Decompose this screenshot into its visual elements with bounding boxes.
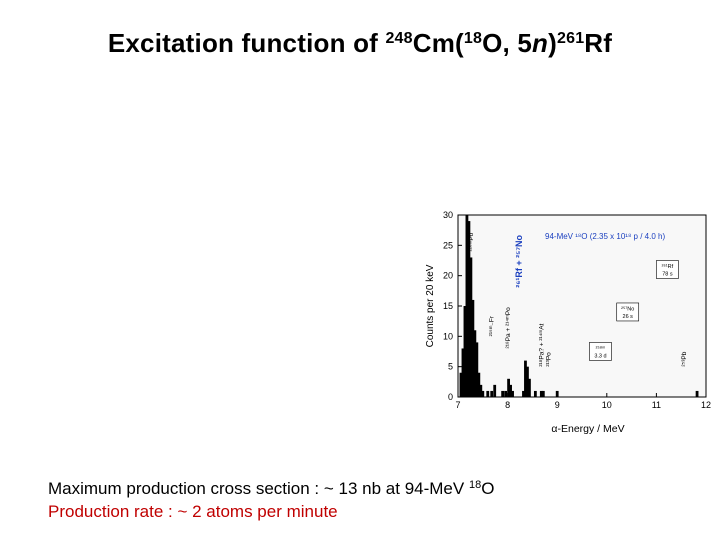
peak-annotation: ²¹⁸Pa? + ²¹⁴ᵐAt [538, 323, 545, 366]
spectrum-bar [511, 390, 514, 397]
x-tick-label: 10 [602, 400, 612, 410]
spectrum-bar [490, 390, 494, 397]
peak-annotation: ²⁵³Pb [681, 351, 688, 366]
spectrum-bar [522, 390, 525, 397]
title-projectile-mass: 18 [463, 30, 483, 47]
page-title: Excitation function of 248Cm(18O, 5n)261… [0, 28, 720, 59]
peak-annotation: ²¹³Po [545, 352, 552, 367]
spectrum-bar [459, 372, 463, 397]
title-prefix: Excitation function of [107, 28, 386, 58]
nuclide-box [656, 260, 679, 279]
caption-production-rate: Production rate : ~ 2 atoms per minute [48, 502, 338, 521]
spectrum-bar [481, 390, 485, 397]
y-tick-label: 25 [443, 240, 453, 250]
spectrum-bar [504, 390, 508, 397]
y-tick-label: 5 [448, 362, 453, 372]
peak-annotation: ²⁶¹Rf + ²⁵⁷No [514, 234, 524, 287]
title-projectile: O, 5 [482, 28, 533, 58]
spectrum-bar [473, 330, 477, 397]
nuclide-box-name: ²⁶¹Rf [662, 263, 674, 270]
spectrum-bar [479, 384, 483, 397]
cross-section-tail: O [481, 479, 495, 498]
plot-area [457, 214, 707, 398]
spectrum-bar [493, 384, 497, 397]
nuclide-box-name: ²⁵⁷No [621, 305, 634, 312]
spectrum-bar [471, 299, 475, 397]
peak-annotation: ²¹⁶ᵐPo [468, 232, 475, 251]
spectrum-bar [467, 221, 471, 397]
spectrum-bar [465, 215, 469, 397]
nuclide-box-name: ²⁵⁸ᵐ [596, 345, 606, 352]
nuclide-box-halflife: 26 s [623, 314, 634, 320]
spectrum-bar [533, 390, 537, 397]
x-tick-label: 8 [505, 400, 510, 410]
title-close: ) [548, 28, 557, 58]
nuclide-box-halflife: 78 s [662, 272, 673, 278]
y-tick-label: 0 [448, 392, 453, 402]
x-tick-label: 7 [455, 400, 460, 410]
nuclide-box [589, 342, 612, 361]
spectrum-bar [524, 360, 527, 397]
spectrum-bar [475, 342, 479, 397]
spectrum-bar [541, 390, 545, 397]
spectrum-bar [539, 390, 543, 397]
nuclide-box [616, 302, 640, 322]
y-axis-label: Counts per 20 keV [425, 264, 436, 347]
peak-annotation: ²¹⁸Pa + ²¹⁴ᵐPo [505, 307, 512, 349]
x-axis-label: α-Energy / MeV [551, 423, 624, 435]
y-tick-label: 15 [443, 301, 453, 311]
caption: Maximum production cross section : ~ 13 … [48, 474, 494, 523]
title-product: Rf [584, 28, 613, 58]
y-tick-label: 20 [443, 271, 453, 281]
spectrum-bar [486, 390, 490, 397]
y-tick-label: 30 [443, 210, 453, 220]
spectrum-bar [469, 257, 473, 397]
title-target-mass: 248 [385, 30, 413, 47]
spectrum-bar [509, 384, 512, 397]
spectrum-bar [463, 306, 467, 397]
spectrum-bar [461, 348, 465, 397]
cross-section-text: Maximum production cross section : ~ 13 … [48, 479, 469, 498]
x-tick-label: 11 [652, 400, 661, 410]
legend-text: 94-MeV ¹⁸O (2.35 x 10¹⁸ p / 4.0 h) [545, 232, 665, 241]
x-tick-label: 9 [555, 400, 560, 410]
nuclide-box-halflife: 3.3 d [594, 353, 606, 359]
peak-annotation: ²¹⁵ᵐ₋Fr [489, 315, 496, 336]
spectrum-bar [528, 378, 531, 397]
title-product-mass: 261 [557, 30, 585, 47]
caption-cross-section: Maximum production cross section : ~ 13 … [48, 474, 494, 500]
cross-section-sup: 18 [468, 479, 482, 491]
title-target: Cm( [412, 28, 464, 58]
spectrum-bar [695, 390, 699, 397]
spectrum-bar [477, 372, 481, 397]
spectrum-bar [501, 390, 505, 397]
x-tick-label: 12 [701, 400, 711, 410]
spectrum-bar [526, 366, 529, 397]
spectrum-bar [507, 378, 510, 397]
y-tick-label: 10 [443, 331, 453, 341]
alpha-spectrum-chart: 7 8 9 10 11 12 0 5 10 15 20 25 30 ²¹⁶ᵐPo ²⁶¹Rf + ²⁵⁷N… [425, 210, 711, 435]
title-neutron: n [532, 28, 549, 58]
